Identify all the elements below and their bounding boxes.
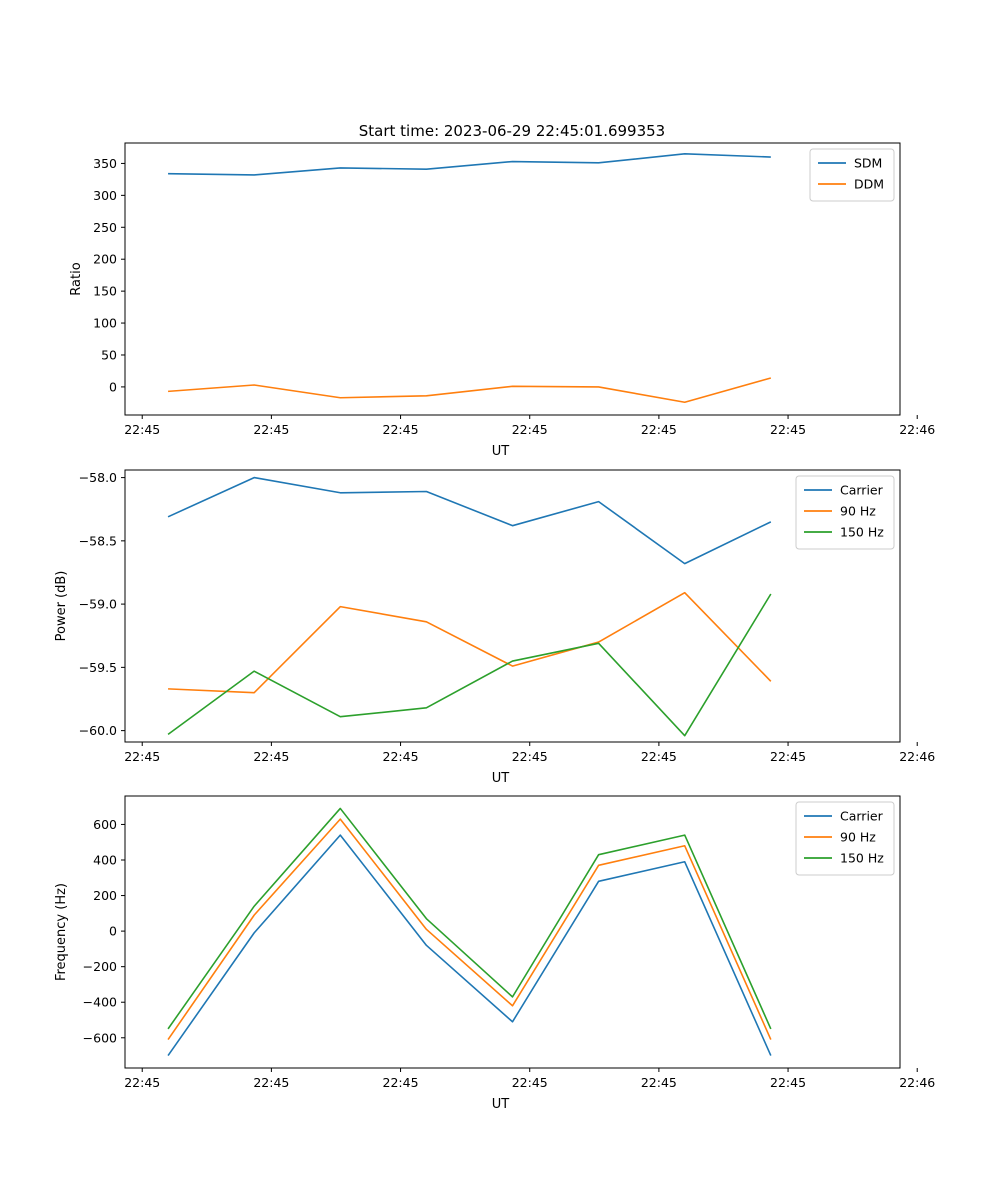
y-tick-label: 400 xyxy=(93,853,117,868)
x-axis-label: UT xyxy=(492,444,510,459)
y-tick-label: 0 xyxy=(109,924,117,939)
legend: Carrier 90 Hz 150 Hz xyxy=(795,801,895,876)
x-tick-label: 22:45 xyxy=(512,422,548,437)
y-tick-label: −58.0 xyxy=(79,470,117,485)
y-tick-label: 600 xyxy=(93,817,117,832)
series-line-150-hz xyxy=(167,593,772,737)
legend-box xyxy=(795,801,895,876)
y-tick-label: 50 xyxy=(101,347,117,362)
axes-frame xyxy=(124,795,901,1069)
x-tick-label: 22:46 xyxy=(899,422,935,437)
series-line-carrier xyxy=(167,476,772,565)
y-tick-label: 300 xyxy=(93,188,117,203)
axes-frame xyxy=(124,469,901,743)
x-tick-label: 22:45 xyxy=(124,1075,160,1090)
y-tick-label: −200 xyxy=(83,959,117,974)
y-tick-label: 350 xyxy=(93,156,117,171)
x-axis-label: UT xyxy=(492,1097,510,1112)
x-tick-label: 22:45 xyxy=(124,422,160,437)
series-line-ddm xyxy=(168,377,772,404)
legend-label: 150 Hz xyxy=(840,851,884,866)
legend-label: 150 Hz xyxy=(840,525,884,540)
y-tick-label: −60.0 xyxy=(79,723,117,738)
chart-panel-1: 0 50 100 150 200 250 300 350 22:45 22:45 22:45 22:4… xyxy=(69,142,935,459)
y-axis-label: Ratio xyxy=(69,262,84,295)
y-tick-label: 200 xyxy=(93,252,117,267)
legend: SDM DDM xyxy=(809,148,895,202)
x-tick-label: 22:45 xyxy=(770,749,806,764)
legend-box xyxy=(809,148,895,202)
y-axis-label: Frequency (Hz) xyxy=(54,883,69,981)
figure-title: Start time: 2023-06-29 22:45:01.699353 xyxy=(359,122,665,140)
y-tick-label: −59.0 xyxy=(79,597,117,612)
series-line-carrier xyxy=(167,834,772,1057)
x-axis-label: UT xyxy=(492,771,510,786)
x-tick-label: 22:45 xyxy=(770,1075,806,1090)
axes-frame xyxy=(124,142,901,416)
y-tick-label: −400 xyxy=(83,995,117,1010)
chart-panel-3: −600 −400 −200 0 200 400 600 22:45 22:45 22:45 22:… xyxy=(54,795,935,1112)
x-tick-label: 22:45 xyxy=(512,749,548,764)
x-tick-label: 22:45 xyxy=(641,422,677,437)
chart-panel-2: −60.0 −59.5 −59.0 −58.5 −58.0 22:45 22:45 22:45… xyxy=(54,469,935,786)
chart-panels: 0 50 100 150 200 250 300 350 22:45 22:45 22:45 22:4… xyxy=(54,142,935,1112)
x-tick-label: 22:45 xyxy=(383,422,419,437)
y-tick-label: 100 xyxy=(93,316,117,331)
y-tick-label: 200 xyxy=(93,888,117,903)
x-tick-label: 22:45 xyxy=(641,749,677,764)
x-tick-label: 22:45 xyxy=(383,1075,419,1090)
legend-label: 90 Hz xyxy=(840,830,876,845)
legend-label: Carrier xyxy=(840,483,884,498)
x-tick-label: 22:46 xyxy=(899,749,935,764)
legend: Carrier 90 Hz 150 Hz xyxy=(795,475,895,550)
x-tick-label: 22:46 xyxy=(899,1075,935,1090)
y-tick-label: −600 xyxy=(83,1030,117,1045)
x-tick-label: 22:45 xyxy=(770,422,806,437)
legend-box xyxy=(795,475,895,550)
x-tick-label: 22:45 xyxy=(253,749,289,764)
x-tick-label: 22:45 xyxy=(124,749,160,764)
series-line-90-hz xyxy=(167,818,772,1041)
legend-label: DDM xyxy=(854,177,884,192)
series-line-sdm xyxy=(168,153,771,176)
y-tick-label: 0 xyxy=(109,379,117,394)
x-tick-label: 22:45 xyxy=(512,1075,548,1090)
x-tick-label: 22:45 xyxy=(383,749,419,764)
y-tick-label: 250 xyxy=(93,220,117,235)
legend-label: Carrier xyxy=(840,809,884,824)
legend-label: 90 Hz xyxy=(840,504,876,519)
legend-label: SDM xyxy=(854,156,882,171)
x-tick-label: 22:45 xyxy=(641,1075,677,1090)
y-tick-label: −59.5 xyxy=(79,660,117,675)
x-tick-label: 22:45 xyxy=(253,422,289,437)
y-tick-label: −58.5 xyxy=(79,533,117,548)
x-tick-label: 22:45 xyxy=(253,1075,289,1090)
y-axis-label: Power (dB) xyxy=(54,571,69,642)
series-line-150-hz xyxy=(167,807,772,1030)
y-tick-label: 150 xyxy=(93,284,117,299)
